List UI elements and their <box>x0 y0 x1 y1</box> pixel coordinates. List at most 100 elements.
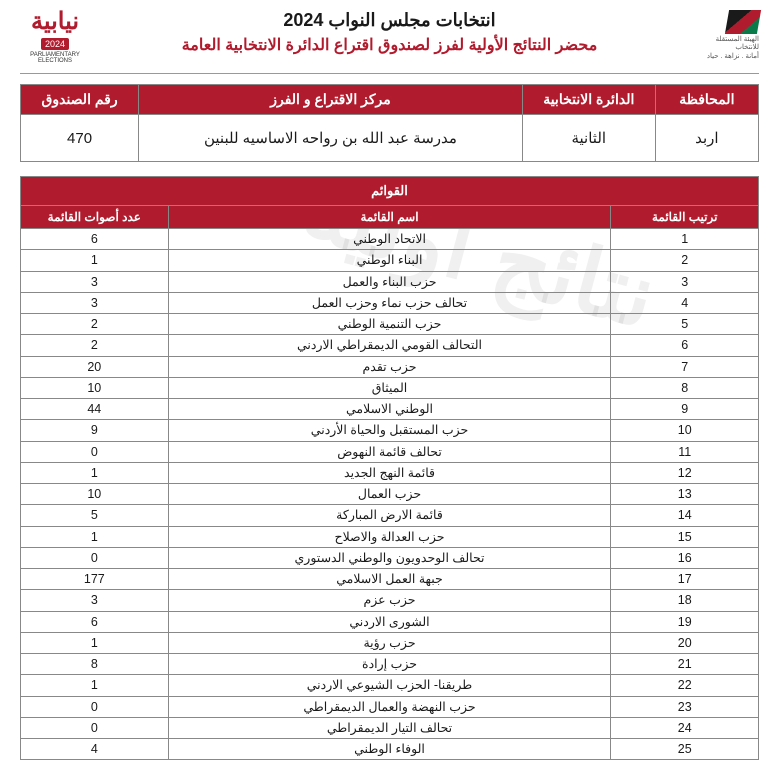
list-name: جبهة العمل الاسلامي <box>168 569 611 590</box>
info-row: اربد الثانية مدرسة عبد الله بن رواحه الا… <box>21 115 759 162</box>
info-district: الثانية <box>522 115 655 162</box>
list-rank: 15 <box>611 526 759 547</box>
list-name: حزب المستقبل والحياة الأردني <box>168 420 611 441</box>
list-rank: 3 <box>611 271 759 292</box>
list-name: حزب البناء والعمل <box>168 271 611 292</box>
list-row: 17جبهة العمل الاسلامي177 <box>21 569 759 590</box>
list-row: 13حزب العمال10 <box>21 484 759 505</box>
title-block: انتخابات مجلس النواب 2024 محضر النتائج ا… <box>90 10 689 55</box>
main-title: انتخابات مجلس النواب 2024 <box>90 10 689 31</box>
list-votes: 1 <box>21 526 169 547</box>
list-row: 18حزب عزم3 <box>21 590 759 611</box>
list-votes: 1 <box>21 462 169 483</box>
list-rank: 12 <box>611 462 759 483</box>
list-name: حزب النهضة والعمال الديمقراطي <box>168 696 611 717</box>
list-votes: 1 <box>21 632 169 653</box>
logo-iec-line3: أمانة . نزاهة . حياد <box>689 53 759 61</box>
list-row: 15حزب العدالة والاصلاح1 <box>21 526 759 547</box>
list-row: 20حزب رؤية1 <box>21 632 759 653</box>
list-votes: 1 <box>21 250 169 271</box>
list-name: تحالف حزب نماء وحزب العمل <box>168 292 611 313</box>
list-name: قائمة الارض المباركة <box>168 505 611 526</box>
list-row: 19الشورى الاردني6 <box>21 611 759 632</box>
info-box: 470 <box>21 115 139 162</box>
info-col-governorate: المحافظة <box>655 85 758 115</box>
list-name: حزب العدالة والاصلاح <box>168 526 611 547</box>
list-rank: 16 <box>611 547 759 568</box>
list-votes: 4 <box>21 739 169 760</box>
list-rank: 14 <box>611 505 759 526</box>
list-rank: 20 <box>611 632 759 653</box>
list-votes: 3 <box>21 292 169 313</box>
list-rank: 21 <box>611 654 759 675</box>
list-rank: 6 <box>611 335 759 356</box>
list-rank: 13 <box>611 484 759 505</box>
lists-col-votes: عدد أصوات القائمة <box>21 206 169 229</box>
info-governorate: اربد <box>655 115 758 162</box>
list-votes: 3 <box>21 590 169 611</box>
list-row: 21حزب إرادة8 <box>21 654 759 675</box>
list-votes: 2 <box>21 314 169 335</box>
list-row: 11تحالف قائمة النهوض0 <box>21 441 759 462</box>
list-votes: 8 <box>21 654 169 675</box>
list-votes: 1 <box>21 675 169 696</box>
list-rank: 25 <box>611 739 759 760</box>
list-name: حزب العمال <box>168 484 611 505</box>
list-row: 23حزب النهضة والعمال الديمقراطي0 <box>21 696 759 717</box>
logo-iec: الهيئة المستقلة للانتخاب أمانة . نزاهة .… <box>689 10 759 65</box>
list-votes: 0 <box>21 547 169 568</box>
logo-elections-year: 2024 <box>41 38 69 50</box>
logo-elections: نيابية 2024 PARLIAMENTARY ELECTIONS <box>20 10 90 65</box>
list-rank: 4 <box>611 292 759 313</box>
page-header: الهيئة المستقلة للانتخاب أمانة . نزاهة .… <box>20 10 759 65</box>
list-name: تحالف قائمة النهوض <box>168 441 611 462</box>
list-row: 2البناء الوطني1 <box>21 250 759 271</box>
logo-iec-shape <box>725 10 761 34</box>
sub-title: محضر النتائج الأولية لفرز لصندوق اقتراع … <box>90 35 689 55</box>
info-col-district: الدائرة الانتخابية <box>522 85 655 115</box>
list-votes: 0 <box>21 696 169 717</box>
list-row: 3حزب البناء والعمل3 <box>21 271 759 292</box>
list-rank: 1 <box>611 229 759 250</box>
list-rank: 7 <box>611 356 759 377</box>
list-row: 1الاتحاد الوطني6 <box>21 229 759 250</box>
list-rank: 8 <box>611 377 759 398</box>
list-name: حزب إرادة <box>168 654 611 675</box>
list-rank: 11 <box>611 441 759 462</box>
logo-elections-mark: نيابية <box>20 10 90 34</box>
list-name: حزب التنمية الوطني <box>168 314 611 335</box>
info-center: مدرسة عبد الله بن رواحه الاساسيه للبنين <box>139 115 523 162</box>
list-name: الاتحاد الوطني <box>168 229 611 250</box>
list-name: البناء الوطني <box>168 250 611 271</box>
list-rank: 17 <box>611 569 759 590</box>
list-votes: 2 <box>21 335 169 356</box>
list-name: حزب عزم <box>168 590 611 611</box>
list-votes: 0 <box>21 441 169 462</box>
lists-col-name: اسم القائمة <box>168 206 611 229</box>
list-votes: 20 <box>21 356 169 377</box>
list-name: التحالف القومي الديمقراطي الاردني <box>168 335 611 356</box>
list-votes: 10 <box>21 377 169 398</box>
list-name: الوفاء الوطني <box>168 739 611 760</box>
list-row: 9الوطني الاسلامي44 <box>21 399 759 420</box>
list-row: 7حزب تقدم20 <box>21 356 759 377</box>
list-row: 10حزب المستقبل والحياة الأردني9 <box>21 420 759 441</box>
lists-header-full: القوائم <box>21 177 759 206</box>
list-row: 22طريقنا- الحزب الشيوعي الاردني1 <box>21 675 759 696</box>
list-votes: 6 <box>21 611 169 632</box>
list-rank: 22 <box>611 675 759 696</box>
list-votes: 5 <box>21 505 169 526</box>
lists-col-rank: ترتيب القائمة <box>611 206 759 229</box>
list-name: الميثاق <box>168 377 611 398</box>
list-votes: 177 <box>21 569 169 590</box>
list-name: قائمة النهج الجديد <box>168 462 611 483</box>
list-rank: 2 <box>611 250 759 271</box>
list-row: 14قائمة الارض المباركة5 <box>21 505 759 526</box>
list-row: 12قائمة النهج الجديد1 <box>21 462 759 483</box>
list-row: 25الوفاء الوطني4 <box>21 739 759 760</box>
list-rank: 10 <box>611 420 759 441</box>
list-row: 6التحالف القومي الديمقراطي الاردني2 <box>21 335 759 356</box>
list-name: الشورى الاردني <box>168 611 611 632</box>
logo-elections-sub: PARLIAMENTARY ELECTIONS <box>20 52 90 64</box>
list-name: الوطني الاسلامي <box>168 399 611 420</box>
